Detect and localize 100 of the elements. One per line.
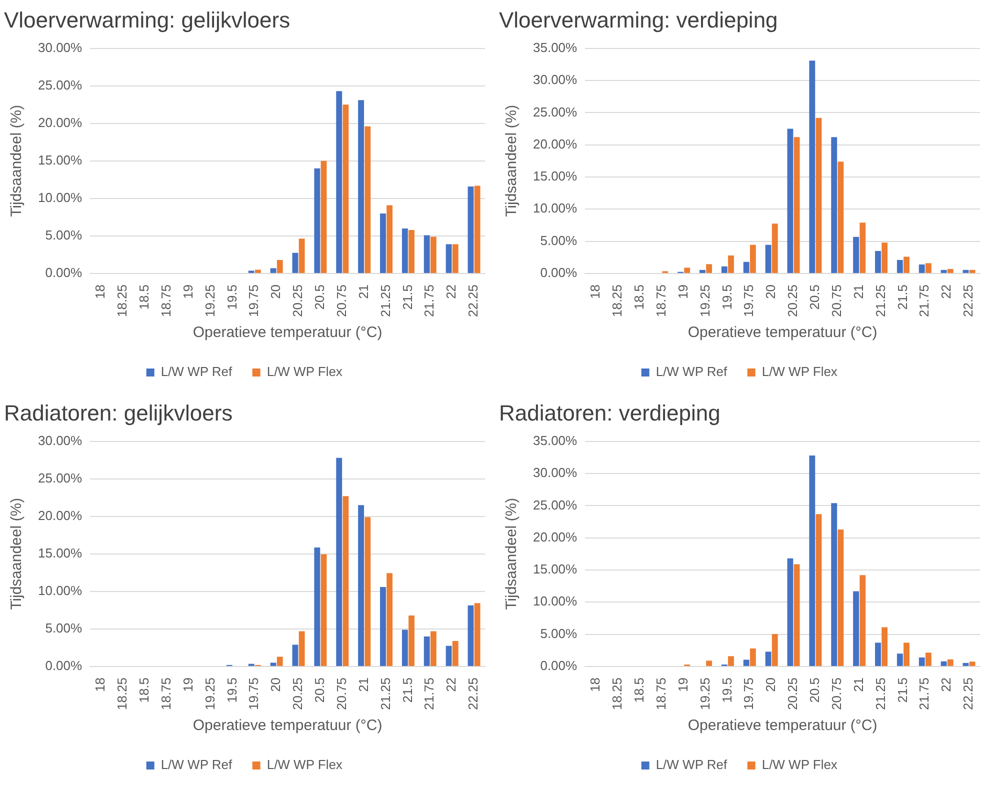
legend-label: L/W WP Flex — [266, 364, 343, 380]
x-tick-label: 19.5 — [224, 677, 240, 703]
y-tick-label: 0.00% — [45, 658, 83, 674]
y-tick-label: 0.00% — [540, 658, 578, 674]
bar — [452, 640, 458, 666]
y-tick-label: 20.00% — [532, 136, 578, 152]
legend-label: L/W WP Flex — [762, 757, 838, 772]
bar — [358, 505, 364, 666]
bar — [750, 244, 756, 273]
y-tick-label: 15.00% — [38, 152, 83, 168]
x-tick-label: 22.25 — [960, 284, 976, 318]
bar — [721, 266, 728, 273]
bar — [320, 554, 327, 666]
legend-label: L/W WP Flex — [266, 757, 343, 772]
bar — [787, 558, 794, 666]
x-tick-label: 21.5 — [894, 677, 910, 703]
x-tick-label: 18.5 — [136, 284, 152, 310]
y-tick-label: 25.00% — [38, 470, 83, 486]
chart-title: Vloerverwarming: gelijkvloers — [4, 7, 290, 32]
bar — [342, 496, 349, 666]
x-axis-title: Operatieve temperatuur (°C) — [688, 717, 878, 734]
bar — [684, 268, 690, 273]
x-tick-label: 20 — [763, 677, 778, 692]
bar — [904, 256, 910, 273]
bar — [292, 252, 298, 273]
x-tick-label: 20 — [763, 284, 778, 299]
bar — [320, 160, 327, 273]
bar — [402, 630, 408, 666]
x-tick-label: 20.75 — [334, 677, 349, 710]
y-tick-label: 10.00% — [532, 200, 578, 216]
bar — [386, 205, 393, 273]
x-tick-label: 19.25 — [697, 677, 712, 710]
bar — [918, 264, 925, 273]
legend-label: L/W WP Ref — [160, 364, 232, 380]
x-tick-label: 21.25 — [872, 284, 888, 318]
bar — [860, 222, 866, 273]
x-tick-label: 22 — [938, 284, 954, 299]
y-tick-label: 15.00% — [532, 562, 578, 577]
bar — [424, 235, 430, 273]
y-tick-label: 5.00% — [540, 626, 578, 641]
x-tick-label: 18 — [588, 677, 603, 692]
y-tick-label: 25.00% — [38, 77, 83, 92]
y-tick-label: 5.00% — [540, 232, 578, 248]
y-tick-label: 20.00% — [532, 529, 578, 544]
bar — [314, 168, 320, 273]
bar — [853, 236, 860, 273]
y-tick-label: 0.00% — [540, 265, 578, 280]
bar — [380, 586, 386, 666]
bar — [882, 627, 888, 666]
legend-label: L/W WP Ref — [656, 757, 728, 772]
x-tick-label: 21.25 — [378, 677, 393, 710]
bar — [838, 530, 844, 666]
bar — [424, 636, 430, 666]
x-axis-title: Operatieve temperatuur (°C) — [192, 324, 382, 342]
bar — [430, 236, 436, 273]
chart-title: Radiatoren: verdieping — [499, 400, 720, 426]
x-tick-label: 19.75 — [741, 284, 756, 318]
bar — [809, 456, 816, 666]
x-tick-label: 21.5 — [400, 677, 415, 703]
x-tick-label: 22 — [938, 677, 954, 692]
x-tick-label: 21.75 — [422, 677, 437, 710]
x-tick-label: 20 — [268, 677, 284, 692]
bar — [364, 126, 371, 273]
y-tick-label: 25.00% — [532, 497, 578, 512]
x-tick-label: 18.25 — [610, 284, 625, 318]
x-tick-label: 18.75 — [158, 677, 174, 710]
x-tick-label: 19.75 — [246, 284, 262, 318]
bar — [743, 660, 750, 666]
x-tick-label: 18.75 — [158, 284, 174, 318]
bar — [336, 91, 342, 273]
x-tick-label: 18.5 — [632, 677, 647, 703]
bar — [298, 631, 305, 666]
legend-label: L/W WP Ref — [656, 364, 728, 380]
x-tick-label: 18.25 — [610, 677, 625, 710]
bar — [728, 255, 734, 273]
bar — [925, 263, 932, 273]
bar — [853, 591, 860, 666]
x-tick-label: 22.25 — [466, 677, 481, 710]
bar — [336, 458, 342, 666]
x-tick-label: 18 — [92, 284, 108, 299]
y-tick-label: 30.00% — [532, 465, 578, 480]
bar — [468, 186, 474, 273]
y-tick-label: 25.00% — [532, 104, 578, 120]
bar — [969, 662, 976, 666]
bar — [276, 260, 283, 273]
bar — [947, 659, 954, 666]
bar — [342, 104, 349, 273]
x-tick-label: 19 — [180, 677, 196, 692]
y-tick-label: 10.00% — [38, 583, 83, 598]
x-tick-label: 19.25 — [202, 677, 218, 710]
x-tick-label: 21.5 — [400, 284, 415, 310]
chart-title: Vloerverwarming: verdieping — [499, 7, 778, 32]
x-axis-title: Operatieve temperatuur (°C) — [688, 324, 878, 342]
x-tick-label: 18.75 — [653, 284, 668, 318]
x-tick-label: 21 — [356, 284, 371, 299]
x-tick-label: 18.5 — [632, 284, 647, 310]
x-tick-label: 20.5 — [807, 677, 822, 703]
y-tick-label: 20.00% — [38, 115, 83, 130]
x-tick-label: 18 — [588, 284, 603, 299]
bar — [706, 264, 712, 273]
